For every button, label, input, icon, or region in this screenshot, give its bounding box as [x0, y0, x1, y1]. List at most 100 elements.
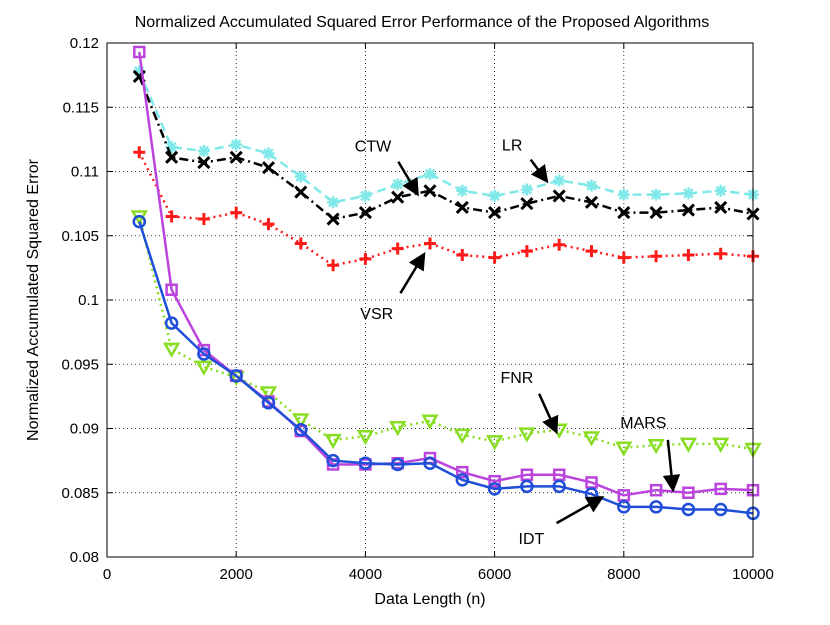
vsr-point — [520, 245, 533, 258]
fnr-point — [162, 342, 181, 358]
vsr-point — [262, 218, 275, 231]
lr-point — [424, 168, 436, 181]
lr-point — [520, 183, 533, 196]
fnr-point — [324, 433, 342, 450]
annotations: CTW LR VSR FNR MARS IDT — [355, 137, 681, 548]
lr-point — [391, 178, 404, 191]
x-axis-label: Data Length (n) — [374, 591, 485, 608]
annotation-label-lr: LR — [502, 137, 522, 154]
ctw-point — [649, 206, 663, 220]
idt-point — [132, 214, 147, 229]
ctw-point — [552, 189, 566, 203]
fnr-point — [712, 437, 730, 453]
vsr-point — [617, 251, 630, 264]
lr-point — [617, 188, 630, 201]
vsr-point — [165, 210, 178, 223]
lr-point — [714, 184, 727, 197]
idt-point — [164, 316, 179, 330]
idt-point — [681, 502, 696, 517]
series-layer — [130, 45, 762, 521]
vsr-point — [682, 249, 695, 262]
ctw-point — [197, 155, 211, 170]
y-tick-label: 0.105 — [61, 228, 99, 245]
ctw-point — [165, 150, 179, 164]
annotation-arrow-fnr — [537, 393, 559, 435]
fnr-point — [679, 437, 698, 453]
ctw-point — [488, 206, 502, 220]
vsr-point — [424, 237, 436, 250]
idt-point — [520, 479, 534, 494]
ctw-point — [681, 203, 695, 217]
lr-point — [682, 187, 695, 200]
annotation-label-vsr: VSR — [360, 306, 393, 323]
idt-point — [390, 457, 405, 472]
idt-point — [649, 500, 663, 514]
x-tick-label: 8000 — [607, 566, 640, 583]
ctw-point — [423, 184, 437, 198]
series-lr — [133, 65, 759, 209]
lr-point — [553, 174, 566, 187]
fnr-point — [259, 386, 278, 402]
vsr-point — [650, 250, 663, 263]
ctw-point — [714, 200, 728, 215]
x-tick-label: 4000 — [349, 566, 382, 583]
lr-point — [294, 170, 307, 183]
lr-point — [165, 141, 178, 154]
x-tick-label: 10000 — [732, 566, 774, 583]
ctw-point — [617, 206, 631, 220]
x-tick-label: 0 — [103, 566, 111, 583]
idt-point — [423, 456, 437, 470]
annotation-label-idt: IDT — [519, 531, 545, 548]
ctw-point — [391, 190, 405, 204]
fnr-point — [518, 427, 536, 443]
series-fnr — [130, 210, 762, 459]
annotation-arrow-idt — [555, 496, 605, 525]
ctw-point — [294, 185, 308, 199]
mars-point — [714, 482, 727, 496]
mars-point — [133, 45, 146, 59]
vsr-point — [197, 213, 210, 226]
idt-point — [197, 347, 211, 361]
lr-point — [359, 189, 372, 202]
lr-point — [230, 138, 243, 151]
lr-point — [133, 65, 146, 78]
ctw-point — [455, 200, 469, 215]
annotation-label-mars: MARS — [620, 415, 666, 432]
idt-point — [326, 453, 340, 468]
series-vsr — [133, 146, 759, 272]
lr-point — [585, 179, 598, 192]
idt-point — [487, 482, 502, 496]
fnr-point — [356, 429, 375, 446]
ticks: 0 2000 4000 6000 8000 10000 0.08 0.085 0.09 0.095… — [61, 35, 773, 583]
y-tick-label: 0.115 — [63, 99, 99, 116]
idt-point — [229, 369, 243, 383]
y-tick-label: 0.11 — [71, 164, 99, 181]
lr-point — [327, 196, 340, 209]
mars-point — [488, 474, 501, 488]
annotation-arrow-vsr — [399, 252, 426, 294]
ctw-point — [584, 195, 599, 209]
mars-point — [456, 465, 469, 479]
mars-point — [165, 283, 178, 296]
ctw-point — [358, 206, 372, 220]
fnr-point — [615, 441, 633, 457]
fnr-point — [292, 413, 310, 429]
lr-point — [456, 184, 469, 197]
idt-point — [455, 473, 470, 487]
lr-point — [197, 144, 210, 157]
idt-point — [617, 500, 631, 514]
fnr-point — [389, 420, 407, 437]
fnr-point — [485, 435, 504, 451]
lr-point — [488, 189, 501, 202]
lr-point — [650, 188, 663, 201]
vsr-point — [294, 237, 307, 250]
series-line-ctw — [138, 75, 754, 221]
fnr-point — [453, 428, 471, 444]
series-ctw — [132, 69, 760, 226]
y-tick-label: 0.08 — [70, 549, 99, 566]
y-tick-label: 0.1 — [78, 292, 99, 309]
fnr-point — [195, 360, 213, 376]
annotation-label-ctw: CTW — [355, 139, 392, 156]
annotation-arrow-ctw — [397, 161, 419, 197]
